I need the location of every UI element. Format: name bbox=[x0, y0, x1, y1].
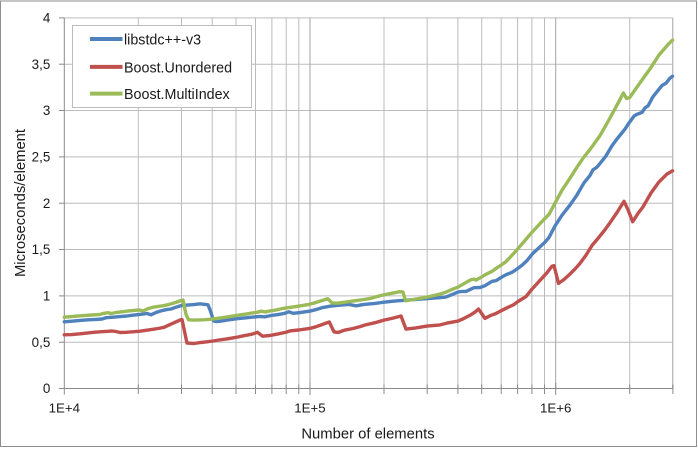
svg-text:4: 4 bbox=[43, 11, 51, 26]
svg-text:2: 2 bbox=[43, 196, 50, 211]
svg-text:0,5: 0,5 bbox=[32, 335, 51, 350]
svg-text:libstdc++-v3: libstdc++-v3 bbox=[124, 32, 201, 48]
svg-text:Number of elements: Number of elements bbox=[301, 426, 434, 442]
svg-text:Boost.MultiIndex: Boost.MultiIndex bbox=[124, 87, 230, 103]
svg-text:1E+4: 1E+4 bbox=[49, 401, 80, 416]
svg-text:3: 3 bbox=[43, 103, 50, 118]
svg-text:1E+6: 1E+6 bbox=[540, 401, 571, 416]
svg-text:Boost.Unordered: Boost.Unordered bbox=[124, 60, 232, 76]
svg-text:Microseconds/element: Microseconds/element bbox=[13, 129, 29, 277]
svg-text:3,5: 3,5 bbox=[32, 57, 51, 72]
svg-text:0: 0 bbox=[43, 381, 50, 396]
svg-text:1: 1 bbox=[43, 289, 50, 304]
svg-text:2,5: 2,5 bbox=[32, 150, 51, 165]
svg-text:1E+5: 1E+5 bbox=[294, 401, 325, 416]
svg-text:1,5: 1,5 bbox=[32, 242, 51, 257]
